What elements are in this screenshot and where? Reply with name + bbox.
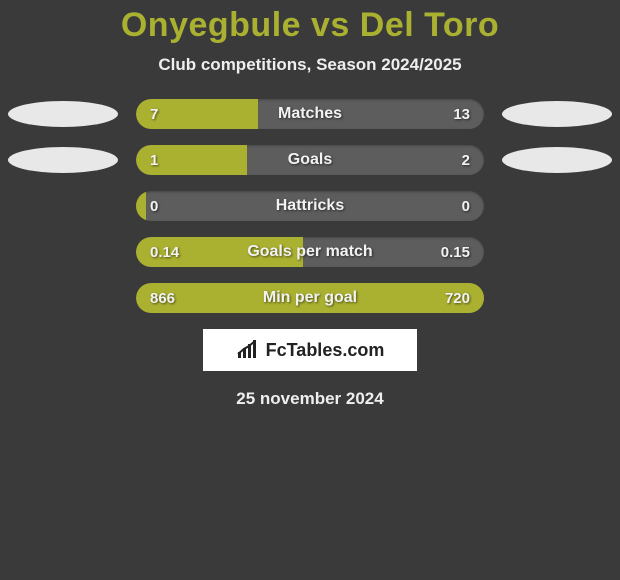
stat-label: Hattricks — [136, 191, 484, 221]
stat-row: 7 Matches 13 — [0, 97, 620, 131]
oval-placeholder — [502, 239, 612, 265]
stat-bar: 0 Hattricks 0 — [136, 191, 484, 221]
stat-value-right: 0.15 — [441, 237, 470, 267]
brand-text: FcTables.com — [266, 340, 385, 361]
oval-placeholder — [502, 193, 612, 219]
player-right-oval — [502, 101, 612, 127]
oval-placeholder — [8, 239, 118, 265]
page-title: Onyegbule vs Del Toro — [0, 6, 620, 45]
stat-rows: 7 Matches 13 1 Goals 2 0 Hattricks 0 — [0, 97, 620, 315]
stat-value-right: 0 — [462, 191, 470, 221]
footer-date: 25 november 2024 — [0, 389, 620, 409]
stat-value-right: 13 — [453, 99, 470, 129]
stat-row: 0.14 Goals per match 0.15 — [0, 235, 620, 269]
stat-value-right: 2 — [462, 145, 470, 175]
oval-placeholder — [8, 285, 118, 311]
stat-row: 0 Hattricks 0 — [0, 189, 620, 223]
stat-bar: 7 Matches 13 — [136, 99, 484, 129]
stat-row: 866 Min per goal 720 — [0, 281, 620, 315]
player-right-oval — [502, 147, 612, 173]
player-left-oval — [8, 147, 118, 173]
player-left-oval — [8, 101, 118, 127]
stat-row: 1 Goals 2 — [0, 143, 620, 177]
stat-bar: 0.14 Goals per match 0.15 — [136, 237, 484, 267]
oval-placeholder — [502, 285, 612, 311]
chart-icon — [236, 340, 260, 360]
oval-placeholder — [8, 193, 118, 219]
stat-value-left: 0 — [150, 191, 158, 221]
comparison-card: Onyegbule vs Del Toro Club competitions,… — [0, 0, 620, 409]
stat-bar-fill — [136, 191, 146, 221]
stat-bar-fill — [136, 99, 258, 129]
stat-bar-fill — [136, 145, 247, 175]
stat-bar-fill — [136, 283, 484, 313]
stat-bar: 1 Goals 2 — [136, 145, 484, 175]
stat-bar: 866 Min per goal 720 — [136, 283, 484, 313]
brand-badge[interactable]: FcTables.com — [203, 329, 417, 371]
stat-bar-fill — [136, 237, 303, 267]
subtitle: Club competitions, Season 2024/2025 — [0, 55, 620, 75]
